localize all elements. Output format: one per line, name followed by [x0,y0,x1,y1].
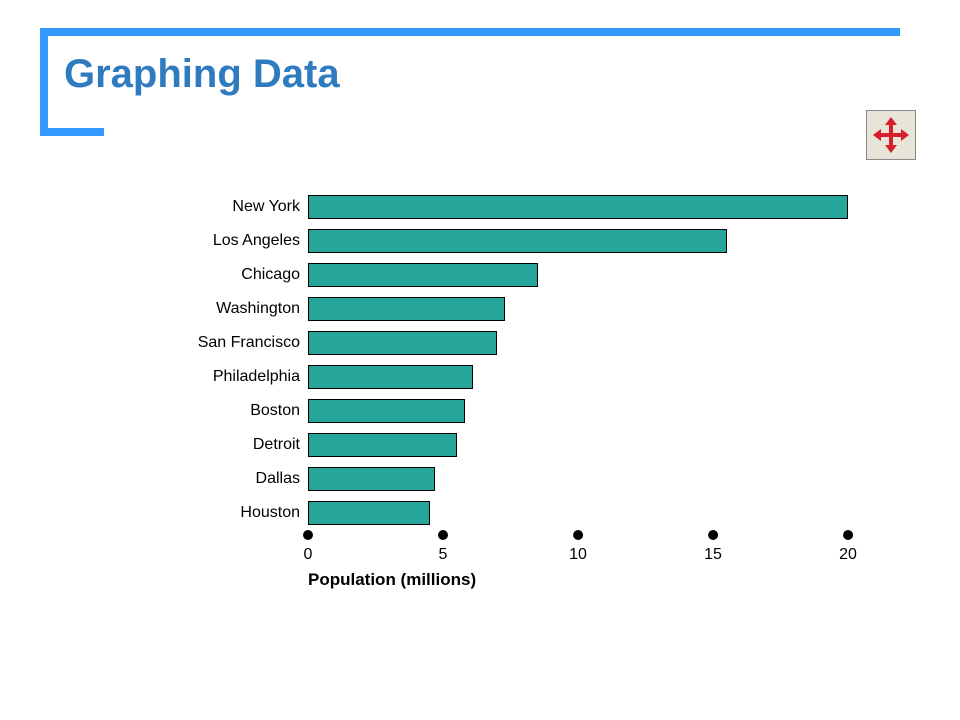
x-tick-label: 10 [569,546,587,564]
bar [308,501,430,525]
bar-label: Philadelphia [180,368,308,386]
accent-title-underline [40,128,104,136]
bar-row: Los Angeles [180,224,870,258]
bar [308,331,497,355]
bar-label: Chicago [180,266,308,284]
page-title: Graphing Data [64,52,340,97]
bar [308,467,435,491]
bar-row: Chicago [180,258,870,292]
x-axis: Population (millions) 05101520 [308,530,870,590]
bar-label: Houston [180,504,308,522]
population-bar-chart: New York Los Angeles Chicago Washington San … [180,190,870,590]
arrows-move-icon [871,115,911,155]
x-tick: 0 [303,530,313,564]
bar-label: Los Angeles [180,232,308,250]
bar [308,399,465,423]
bar-label: Washington [180,300,308,318]
bar-row: Washington [180,292,870,326]
bar-label: Detroit [180,436,308,454]
bar-row: Dallas [180,462,870,496]
x-tick: 5 [438,530,448,564]
bar [308,229,727,253]
bar-label: New York [180,198,308,216]
move-icon[interactable] [866,110,916,160]
bar [308,195,848,219]
x-tick-label: 5 [438,546,448,564]
bar-label: Boston [180,402,308,420]
x-tick-label: 15 [704,546,722,564]
bar [308,433,457,457]
bar [308,365,473,389]
bar-row: Detroit [180,428,870,462]
x-axis-label: Population (millions) [308,570,476,590]
bar-label: San Francisco [180,334,308,352]
x-tick: 15 [704,530,722,564]
bar [308,297,505,321]
x-tick-label: 0 [303,546,313,564]
bar-row: Boston [180,394,870,428]
bar-row: Philadelphia [180,360,870,394]
bar-row: San Francisco [180,326,870,360]
bar-row: Houston [180,496,870,530]
bar-row: New York [180,190,870,224]
slide: Graphing Data New York Los Angeles Chicago… [0,0,960,720]
x-tick-label: 20 [839,546,857,564]
bar [308,263,538,287]
x-tick: 20 [839,530,857,564]
accent-top-bar [40,28,900,36]
accent-left-bar [40,28,48,136]
bar-label: Dallas [180,470,308,488]
x-tick: 10 [569,530,587,564]
